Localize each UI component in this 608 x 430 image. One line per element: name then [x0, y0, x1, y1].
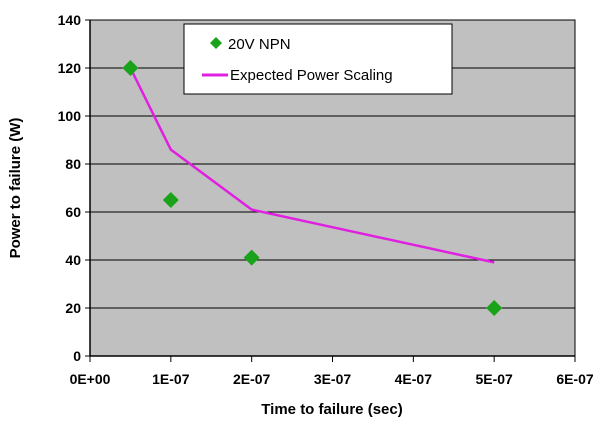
- data-point-diamond: [243, 249, 260, 266]
- y-tick-label: 40: [65, 252, 81, 268]
- x-tick-label: 6E-07: [556, 371, 594, 387]
- data-point-diamond: [486, 300, 503, 316]
- y-tick-label: 100: [58, 108, 82, 124]
- y-tick-label: 80: [65, 156, 81, 172]
- y-tick-label: 140: [58, 12, 82, 28]
- x-tick-label: 1E-07: [152, 371, 190, 387]
- legend-label-npn: 20V NPN: [228, 36, 291, 53]
- x-tick-label: 2E-07: [233, 371, 271, 387]
- x-tick-label: 4E-07: [395, 371, 433, 387]
- expected-power-scaling-series: [129, 67, 495, 264]
- y-tick-label: 20: [65, 300, 81, 316]
- legend-label-expected: Expected Power Scaling: [230, 67, 393, 84]
- npn-20v-series: [122, 60, 503, 316]
- x-tick-label: 5E-07: [475, 371, 513, 387]
- x-axis-title: Time to failure (sec): [261, 401, 402, 418]
- data-point-diamond: [122, 60, 139, 76]
- y-tick-label: 0: [73, 348, 81, 364]
- x-tick-label: 3E-07: [314, 371, 352, 387]
- x-tick-label: 0E+00: [70, 371, 111, 387]
- y-axis-ticks: 0 20 40 60 80 100 120 140: [58, 12, 90, 364]
- legend-diamond-marker-icon: [210, 37, 222, 49]
- y-tick-label: 60: [65, 204, 81, 220]
- legend-box: [183, 23, 453, 95]
- y-axis-title: Power to failure (W): [7, 118, 24, 259]
- data-point-diamond: [162, 192, 179, 208]
- legend: 20V NPN Expected Power Scaling: [183, 23, 453, 95]
- x-axis-ticks: 0E+00 1E-07 2E-07 3E-07 4E-07 5E-07 6E-07: [70, 356, 594, 387]
- expected-power-line: [129, 67, 495, 264]
- y-tick-label: 120: [58, 60, 82, 76]
